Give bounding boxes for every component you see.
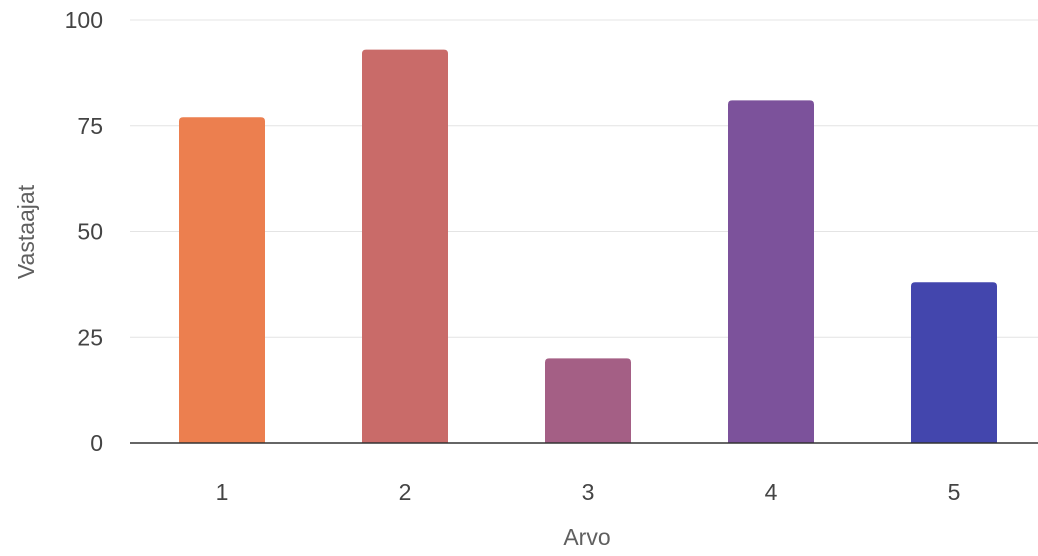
bar-1[interactable] bbox=[179, 117, 265, 443]
bar-4[interactable] bbox=[728, 100, 814, 444]
gridlines bbox=[130, 19, 1038, 338]
x-axis-title: Arvo bbox=[563, 524, 610, 550]
bar-2[interactable] bbox=[362, 49, 448, 444]
y-axis-title: Vastaajat bbox=[13, 184, 39, 279]
y-tick-labels: 0 25 50 75 100 bbox=[65, 7, 103, 456]
y-tick-label-50: 50 bbox=[77, 219, 103, 245]
bar-3[interactable] bbox=[545, 358, 631, 443]
x-tick-label-1: 1 bbox=[216, 479, 229, 505]
x-tick-label-3: 3 bbox=[582, 479, 595, 505]
x-tick-labels: 1 2 3 4 5 bbox=[216, 479, 961, 505]
bars bbox=[179, 49, 997, 444]
bar-5[interactable] bbox=[911, 282, 997, 443]
y-tick-label-25: 25 bbox=[77, 324, 103, 350]
x-tick-label-2: 2 bbox=[399, 479, 412, 505]
x-tick-label-4: 4 bbox=[765, 479, 778, 505]
y-tick-label-75: 75 bbox=[77, 113, 103, 139]
y-tick-label-100: 100 bbox=[65, 7, 103, 33]
x-tick-label-5: 5 bbox=[948, 479, 961, 505]
y-tick-label-0: 0 bbox=[90, 430, 103, 456]
